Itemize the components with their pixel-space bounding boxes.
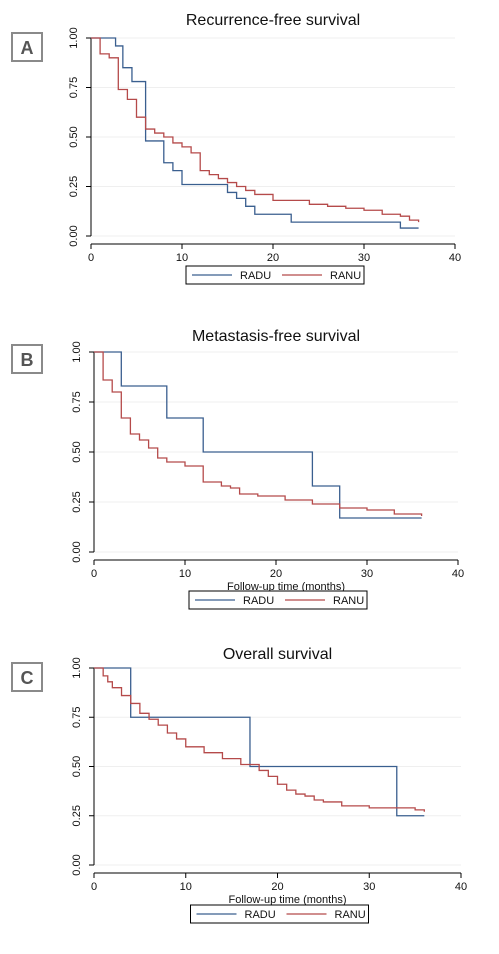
y-tick-label: 0.75 [71,707,83,728]
legend-box [188,590,368,610]
y-tick-label: 0.25 [68,176,80,197]
x-tick-label: 0 [91,568,97,580]
y-tick-label: 1.00 [71,341,83,362]
x-tick-label: 30 [361,568,373,580]
y-tick-label: 0.50 [68,126,80,147]
legend: RADU RANU [190,904,369,924]
series-line-radu [94,667,425,817]
legend-label-ranu: RANU [333,595,364,607]
y-tick-label: 0.75 [71,391,83,412]
panel-label: A [21,38,34,58]
x-tick-label: 20 [270,568,282,580]
panel-label-box [11,662,43,692]
legend-box [185,265,365,285]
chart-panel-c: C Overall survival 0.00 0.25 0.50 0.75 1.00 0 10… [11,646,467,924]
x-axis-label: Follow-up time (months) [229,894,347,906]
x-axis-label: Follow-up time (months) [227,581,345,593]
chart-title: Recurrence-free survival [186,12,360,29]
x-tick-label: 20 [267,252,279,264]
x-tick-label: 10 [176,252,188,264]
chart-panel-a: A Recurrence-free survival 0.00 0.25 0.50 0.7… [11,12,461,285]
x-tick-label: 30 [363,881,375,893]
series-line-ranu [94,351,423,516]
chart-title: Metastasis-free survival [192,328,360,345]
y-tick-label: 0.50 [71,441,83,462]
chart-panel-b: B Metastasis-free survival 0.00 0.25 0.50 0.7… [11,328,464,610]
y-tick-label: 0.25 [71,805,83,826]
legend-label-radu: RADU [240,270,271,282]
x-tick-label: 30 [358,252,370,264]
x-tick-label: 40 [449,252,461,264]
x-tick-label: 10 [179,568,191,580]
series-line-radu [94,351,422,519]
legend-box [190,904,369,924]
y-tick-label: 0.00 [68,225,80,246]
panel-label-box [11,344,43,374]
legend-label-ranu: RANU [335,909,366,921]
x-tick-label: 10 [180,881,192,893]
panel-label: B [21,350,34,370]
legend-label-ranu: RANU [330,270,361,282]
legend-label-radu: RADU [245,909,276,921]
x-tick-label: 40 [455,881,467,893]
series-line-radu [91,37,419,229]
y-tick-label: 1.00 [71,657,83,678]
panel-label-box [11,32,43,62]
y-tick-label: 0.75 [68,77,80,98]
y-tick-label: 0.25 [71,491,83,512]
x-tick-label: 40 [452,568,464,580]
y-tick-label: 0.00 [71,541,83,562]
x-tick-label: 0 [91,881,97,893]
y-tick-label: 1.00 [68,27,80,48]
series-line-ranu [91,37,420,223]
y-tick-label: 0.00 [71,854,83,875]
series-line-ranu [94,667,425,812]
legend: RADU RANU [185,265,365,285]
legend: RADU RANU [188,590,368,610]
x-tick-label: 20 [271,881,283,893]
chart-title: Overall survival [223,646,332,663]
panel-label: C [21,668,34,688]
legend-label-radu: RADU [243,595,274,607]
x-tick-label: 0 [88,252,94,264]
y-tick-label: 0.50 [71,756,83,777]
